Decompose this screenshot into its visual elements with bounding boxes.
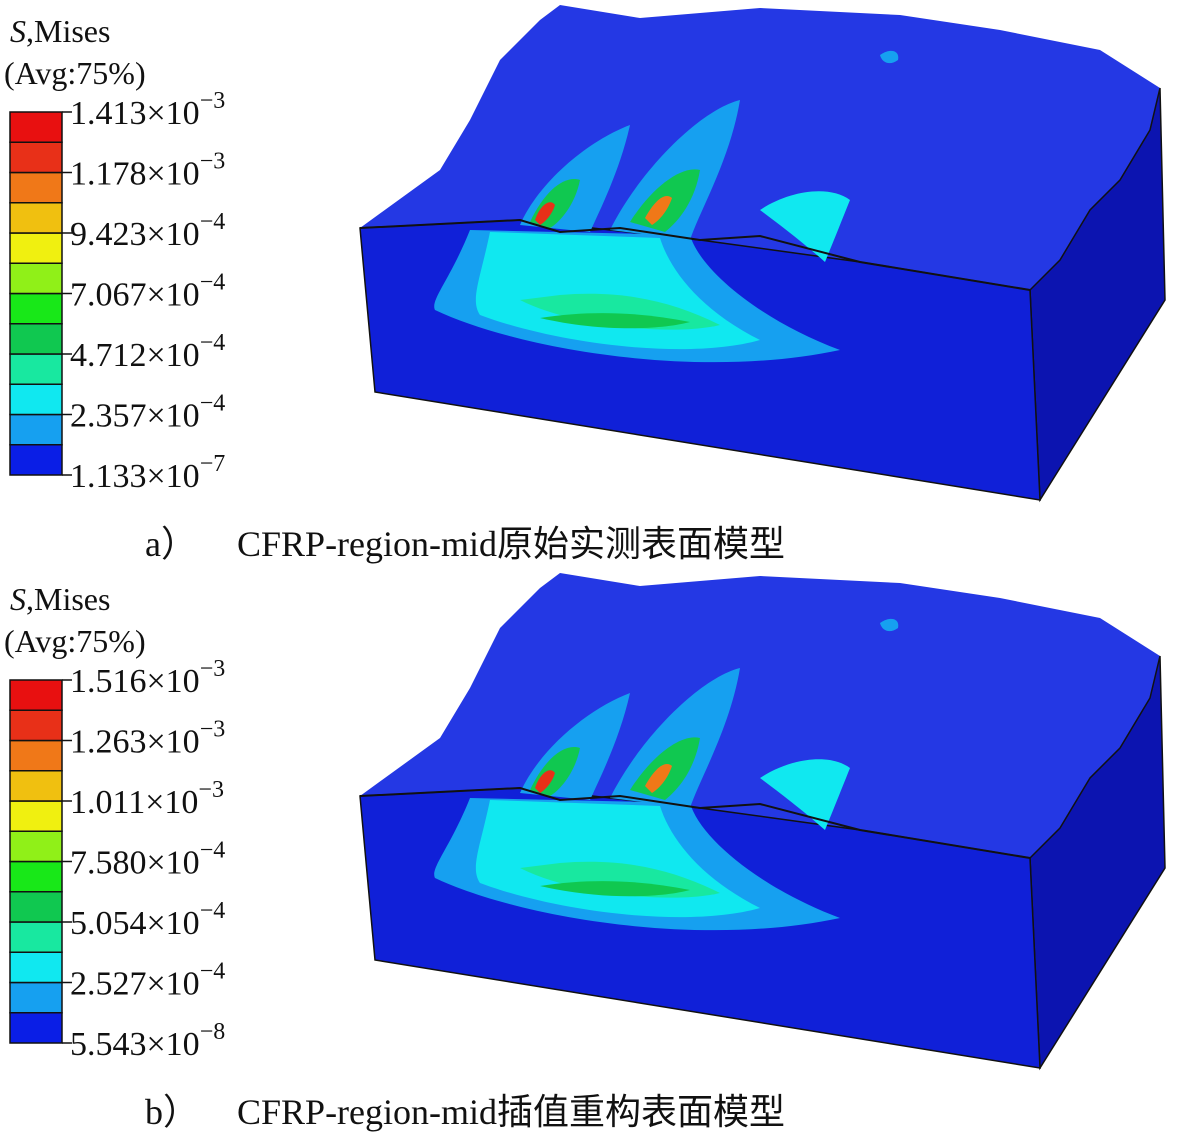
- legend-symbol: S: [10, 13, 26, 49]
- legend-label: 4.712×10−4: [70, 330, 225, 374]
- label-base: 2.357×10: [70, 398, 200, 435]
- label-base: 1.263×10: [70, 724, 200, 761]
- colorbar-band: [9, 709, 63, 742]
- legend-title: S,Mises: [10, 581, 110, 617]
- legend-label: 1.413×10−3: [70, 88, 225, 132]
- stress-contour: [535, 770, 555, 793]
- legend-label: 9.423×10−4: [70, 209, 225, 253]
- panel: S,Mises(Avg:75%)1.516×10−31.263×10−31.01…: [4, 573, 1166, 1132]
- colorbar-band: [9, 981, 63, 1014]
- label-base: 5.543×10: [70, 1026, 200, 1063]
- label-exp: −7: [200, 451, 226, 477]
- colorbar-band: [9, 1012, 63, 1044]
- stress-contour: [540, 313, 690, 329]
- fe-model: [359, 573, 1166, 1071]
- legend-label: 7.067×10−4: [70, 270, 225, 314]
- colorbar-band: [9, 141, 63, 174]
- colorbar-band: [9, 323, 63, 355]
- label-exp: −4: [200, 391, 226, 417]
- label-base: 9.423×10: [70, 216, 200, 253]
- label-exp: −8: [200, 1019, 226, 1045]
- label-base: 1.011×10: [70, 784, 198, 821]
- label-base: 1.133×10: [70, 458, 200, 495]
- colorbar-band: [9, 444, 63, 476]
- label-exp: −3: [200, 88, 226, 114]
- label-exp: −3: [198, 777, 224, 803]
- legend-label: 5.543×10−8: [70, 1019, 225, 1063]
- label-exp: −3: [200, 656, 226, 682]
- legend-label: 5.054×10−4: [70, 898, 225, 942]
- stress-contour: [880, 50, 899, 64]
- stress-contour: [760, 191, 850, 262]
- label-base: 5.054×10: [70, 905, 200, 942]
- colorbar-band: [9, 679, 63, 711]
- colorbar-band: [9, 202, 63, 234]
- label-exp: −4: [200, 209, 226, 235]
- right-face: [1029, 655, 1166, 1071]
- colorbar-band: [9, 111, 63, 143]
- legend-label: 1.133×10−7: [70, 451, 225, 495]
- colorbar-band: [9, 860, 63, 893]
- colorbar-band: [9, 171, 63, 204]
- label-exp: −3: [200, 149, 226, 175]
- label-base: 2.527×10: [70, 966, 200, 1003]
- label-base: 1.178×10: [70, 156, 200, 193]
- label-base: 4.712×10: [70, 337, 200, 374]
- label-exp: −3: [200, 717, 226, 743]
- colorbar-band: [9, 383, 63, 416]
- colorbar-band: [9, 951, 63, 984]
- colorbar-band: [9, 353, 63, 385]
- colorbar-band: [9, 830, 63, 863]
- legend-label: 1.011×10−3: [70, 777, 224, 821]
- label-exp: −4: [200, 898, 226, 924]
- label-base: 1.516×10: [70, 663, 200, 700]
- colorbar-band: [9, 891, 63, 923]
- caption-text: CFRP-region-mid原始实测表面模型: [237, 524, 785, 564]
- legend-label: 1.263×10−3: [70, 717, 225, 761]
- legend-name: ,Mises: [26, 581, 110, 617]
- legend-name: ,Mises: [26, 13, 110, 49]
- label-base: 7.580×10: [70, 845, 200, 882]
- caption-label: a）: [145, 524, 197, 564]
- colorbar-band: [9, 921, 63, 953]
- caption-label: b）: [145, 1092, 199, 1132]
- legend-label: 1.516×10−3: [70, 656, 225, 700]
- colorbar-band: [9, 800, 63, 832]
- stress-contour: [540, 881, 690, 897]
- label-base: 1.413×10: [70, 95, 200, 132]
- legend-title: S,Mises: [10, 13, 110, 49]
- label-exp: −4: [200, 270, 226, 296]
- fe-model: [359, 5, 1166, 503]
- colorbar-band: [9, 770, 63, 802]
- stress-contour: [535, 202, 555, 225]
- legend-subtitle: (Avg:75%): [4, 55, 146, 91]
- legend-subtitle: (Avg:75%): [4, 623, 146, 659]
- caption-text: CFRP-region-mid插值重构表面模型: [237, 1092, 785, 1132]
- label-exp: −4: [200, 959, 226, 985]
- legend-symbol: S: [10, 581, 26, 617]
- legend-label: 1.178×10−3: [70, 149, 225, 193]
- stress-contour: [645, 764, 672, 793]
- label-exp: −4: [200, 330, 226, 356]
- stress-contour: [880, 618, 899, 632]
- label-base: 7.067×10: [70, 277, 200, 314]
- stress-contour: [760, 759, 850, 830]
- colorbar-band: [9, 232, 63, 264]
- surface-edge: [359, 218, 1031, 291]
- caption: a） CFRP-region-mid原始实测表面模型: [145, 524, 785, 564]
- label-exp: −4: [200, 838, 226, 864]
- legend-label: 2.357×10−4: [70, 391, 225, 435]
- surface-edge: [359, 786, 1031, 859]
- panel: S,Mises(Avg:75%)1.413×10−31.178×10−39.42…: [4, 5, 1166, 564]
- colorbar-band: [9, 739, 63, 772]
- caption: b） CFRP-region-mid插值重构表面模型: [145, 1092, 785, 1132]
- colorbar-band: [9, 292, 63, 325]
- colorbar-band: [9, 413, 63, 446]
- right-face: [1029, 87, 1166, 503]
- colorbar-band: [9, 262, 63, 295]
- legend-label: 7.580×10−4: [70, 838, 225, 882]
- legend-label: 2.527×10−4: [70, 959, 225, 1003]
- stress-contour: [645, 196, 672, 225]
